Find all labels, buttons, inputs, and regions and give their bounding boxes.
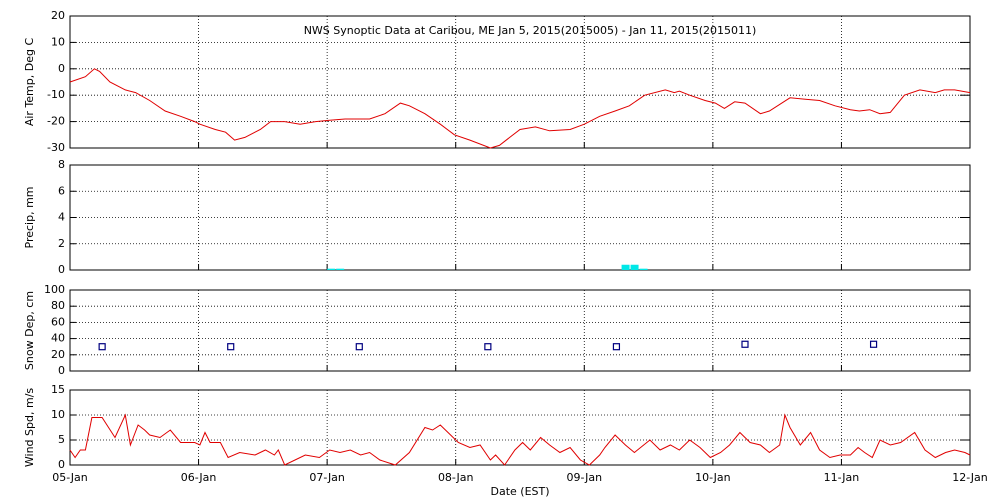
y-axis-label: Air Temp, Deg C: [23, 38, 36, 127]
y-tick-label: 15: [51, 383, 65, 396]
point: [355, 343, 363, 351]
y-axis-label: Precip, mm: [23, 187, 36, 249]
y-tick-label: 10: [51, 408, 65, 421]
y-tick-label: 10: [51, 35, 65, 48]
y-tick-label: 2: [58, 237, 65, 250]
x-axis-label: Date (EST): [490, 485, 549, 498]
point: [484, 343, 492, 351]
data-line: [69, 68, 971, 149]
y-tick-label: 80: [51, 299, 65, 312]
x-tick-label: 05-Jan: [52, 471, 88, 484]
bar: [630, 264, 639, 270]
x-tick-label: 09-Jan: [567, 471, 603, 484]
bar: [639, 268, 648, 270]
y-tick-label: -10: [47, 88, 65, 101]
plot-frame: [69, 289, 971, 372]
y-tick-label: 40: [51, 332, 65, 345]
x-tick-label: 10-Jan: [695, 471, 731, 484]
point: [612, 343, 621, 351]
y-tick-label: 0: [58, 263, 65, 276]
x-tick-label: 08-Jan: [438, 471, 474, 484]
x-tick-label: 06-Jan: [181, 471, 217, 484]
x-tick-label: 07-Jan: [309, 471, 345, 484]
point: [869, 340, 878, 348]
y-tick-label: 5: [58, 433, 65, 446]
y-tick-label: -30: [47, 141, 65, 154]
x-tick-label: 11-Jan: [824, 471, 860, 484]
data-line: [69, 413, 971, 466]
y-tick-label: 60: [51, 315, 65, 328]
y-tick-label: 0: [58, 364, 65, 377]
y-tick-label: 8: [58, 158, 65, 171]
x-tick-label: 12-Jan: [952, 471, 988, 484]
bar: [336, 268, 345, 270]
chart-title: NWS Synoptic Data at Caribou, ME Jan 5, …: [304, 24, 757, 37]
y-tick-label: 0: [58, 62, 65, 75]
point: [227, 343, 235, 351]
y-axis-label: Snow Dep, cm: [23, 291, 36, 370]
y-tick-label: 4: [58, 211, 65, 224]
y-tick-label: 20: [51, 9, 65, 22]
y-tick-label: -20: [47, 115, 65, 128]
point: [741, 340, 749, 348]
y-tick-label: 0: [58, 458, 65, 471]
point: [98, 343, 106, 351]
y-tick-label: 6: [58, 184, 65, 197]
y-tick-label: 20: [51, 348, 65, 361]
bar: [327, 268, 336, 270]
bar: [621, 264, 630, 270]
plot-frame: [69, 389, 971, 466]
y-axis-label: Wind Spd, m/s: [23, 388, 36, 468]
y-tick-label: 100: [44, 283, 65, 296]
